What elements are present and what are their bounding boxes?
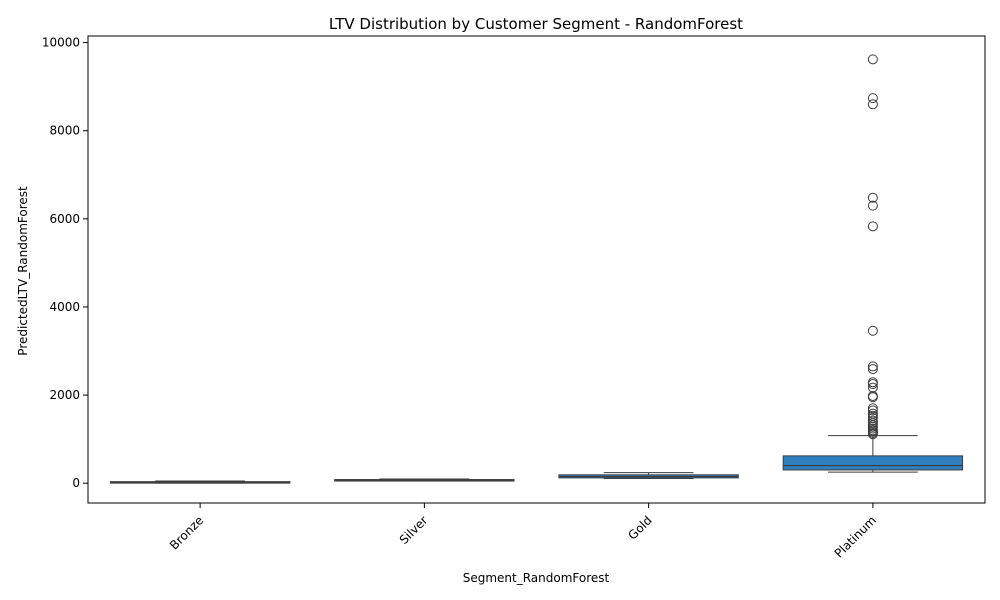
box-bronze <box>109 480 291 484</box>
outlier-point <box>867 403 878 414</box>
y-axis: 0 2000 4000 6000 8000 10000 <box>42 36 88 490</box>
x-tick-label: Silver <box>397 513 431 547</box>
outlier-point <box>867 325 878 336</box>
outlier-point <box>867 415 878 426</box>
outlier-point <box>867 405 878 416</box>
box-silver <box>334 478 515 482</box>
outlier-point <box>867 192 878 203</box>
y-tick-label: 4000 <box>49 300 80 314</box>
chart-title: LTV Distribution by Customer Segment - R… <box>329 15 743 33</box>
y-tick-label: 8000 <box>49 124 80 138</box>
outlier-point <box>867 93 878 104</box>
iqr-box <box>782 455 964 471</box>
y-tick-label: 6000 <box>49 212 80 226</box>
y-axis-label: PredictedLTV_RandomForest <box>16 186 30 356</box>
x-tick-label: Bronze <box>167 513 206 552</box>
outlier-point <box>867 429 878 440</box>
outlier-point <box>867 361 878 372</box>
y-tick-label: 0 <box>72 476 80 490</box>
plot-frame <box>87 35 986 504</box>
x-tick-label: Platinum <box>832 513 879 560</box>
outlier-point <box>867 54 878 65</box>
box-gold <box>558 472 739 480</box>
box-platinum <box>782 54 964 473</box>
outlier-point <box>867 99 878 110</box>
outlier-point <box>867 221 878 232</box>
x-tick-label: Gold <box>625 513 654 542</box>
x-axis-label: Segment_RandomForest <box>463 571 610 585</box>
outlier-point <box>867 392 878 403</box>
x-axis: Bronze Silver Gold Platinum <box>167 503 879 561</box>
plot-area-border <box>87 35 986 504</box>
outlier-point <box>867 200 878 211</box>
outlier-point <box>867 364 878 375</box>
y-tick-label: 10000 <box>42 36 80 50</box>
boxes-layer <box>109 54 964 484</box>
y-tick-label: 2000 <box>49 388 80 402</box>
outlier-point <box>867 382 878 393</box>
outlier-point <box>867 379 878 390</box>
